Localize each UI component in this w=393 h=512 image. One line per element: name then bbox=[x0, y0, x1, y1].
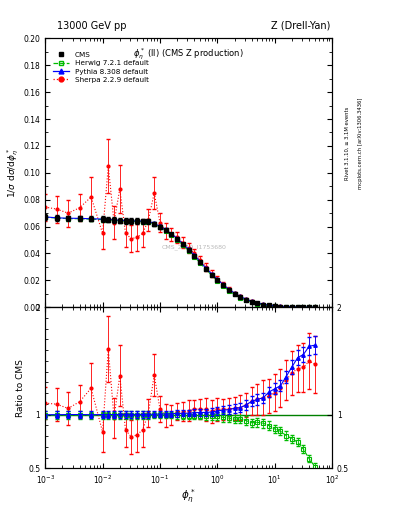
X-axis label: $\phi^*_\eta$: $\phi^*_\eta$ bbox=[182, 487, 196, 504]
Y-axis label: 1/$\sigma$ d$\sigma$/d$\phi^*_\eta$: 1/$\sigma$ d$\sigma$/d$\phi^*_\eta$ bbox=[5, 147, 20, 198]
Text: Rivet 3.1.10, ≥ 3.1M events: Rivet 3.1.10, ≥ 3.1M events bbox=[345, 106, 350, 180]
Text: 13000 GeV pp: 13000 GeV pp bbox=[57, 20, 127, 31]
Text: mcplots.cern.ch [arXiv:1306.3436]: mcplots.cern.ch [arXiv:1306.3436] bbox=[358, 98, 363, 189]
Legend: CMS, Herwig 7.2.1 default, Pythia 8.308 default, Sherpa 2.2.9 default: CMS, Herwig 7.2.1 default, Pythia 8.308 … bbox=[51, 50, 150, 84]
Text: $\phi^*_\eta$ (ll) (CMS Z production): $\phi^*_\eta$ (ll) (CMS Z production) bbox=[133, 47, 244, 62]
Y-axis label: Ratio to CMS: Ratio to CMS bbox=[17, 359, 26, 417]
Text: CMS_2019_I1753680: CMS_2019_I1753680 bbox=[162, 244, 227, 250]
Text: Z (Drell-Yan): Z (Drell-Yan) bbox=[271, 20, 330, 31]
